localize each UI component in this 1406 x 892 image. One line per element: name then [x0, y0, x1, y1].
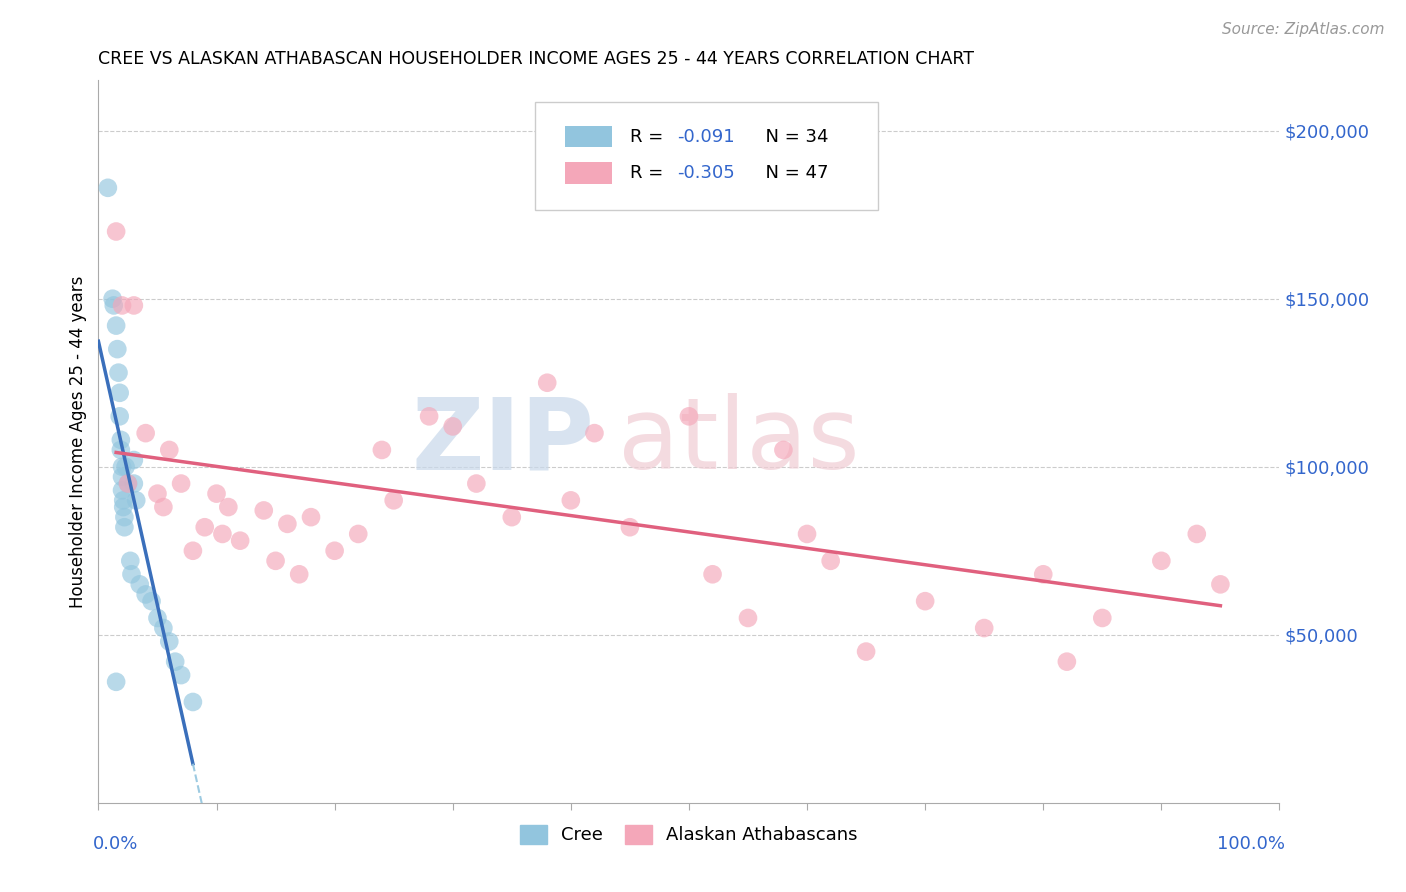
Point: [121, 567, 143, 582]
Point: [1185, 527, 1208, 541]
Point: [973, 621, 995, 635]
Point: [97, 181, 120, 195]
Point: [1150, 554, 1173, 568]
Point: [418, 409, 440, 424]
Point: [299, 510, 322, 524]
Point: [702, 567, 724, 582]
Point: [152, 500, 174, 514]
Text: N = 34: N = 34: [754, 128, 828, 145]
Point: [117, 476, 139, 491]
Point: [371, 442, 394, 457]
Point: [122, 476, 145, 491]
Point: [146, 611, 169, 625]
Point: [122, 453, 145, 467]
Point: [112, 520, 135, 534]
Point: [120, 554, 142, 568]
Point: [181, 695, 204, 709]
Point: [583, 426, 606, 441]
Point: [135, 587, 157, 601]
Point: [678, 409, 700, 424]
Point: [501, 510, 523, 524]
Point: [253, 503, 276, 517]
Point: [103, 298, 125, 312]
Text: -0.091: -0.091: [678, 128, 735, 145]
Text: -0.305: -0.305: [678, 164, 735, 182]
Point: [181, 543, 204, 558]
Point: [105, 674, 128, 689]
Point: [112, 510, 135, 524]
Point: [128, 577, 150, 591]
Point: [772, 442, 794, 457]
Point: [157, 442, 180, 457]
Point: [820, 554, 842, 568]
Point: [560, 493, 582, 508]
Point: [441, 419, 464, 434]
Point: [125, 493, 148, 508]
Point: [108, 409, 131, 424]
Point: [205, 486, 228, 500]
Point: [1032, 567, 1054, 582]
Point: [105, 225, 128, 239]
Point: [194, 520, 217, 534]
Point: [1091, 611, 1114, 625]
Point: [105, 318, 128, 333]
Point: [217, 500, 239, 514]
Point: [157, 634, 180, 648]
Text: ZIP: ZIP: [412, 393, 595, 490]
FancyBboxPatch shape: [565, 162, 612, 184]
Y-axis label: Householder Income Ages 25 - 44 years: Householder Income Ages 25 - 44 years: [69, 276, 87, 607]
Point: [1056, 655, 1078, 669]
Point: [347, 527, 370, 541]
Point: [1209, 577, 1232, 591]
Point: [111, 459, 134, 474]
Legend: Cree, Alaskan Athabascans: Cree, Alaskan Athabascans: [513, 818, 865, 852]
Point: [211, 527, 233, 541]
Point: [112, 500, 135, 514]
Point: [170, 668, 193, 682]
Point: [107, 366, 129, 380]
Point: [110, 442, 132, 457]
Point: [117, 476, 139, 491]
Point: [112, 493, 135, 508]
Point: [229, 533, 252, 548]
Point: [122, 298, 145, 312]
Point: [105, 342, 128, 356]
Text: Source: ZipAtlas.com: Source: ZipAtlas.com: [1222, 22, 1385, 37]
Point: [170, 476, 193, 491]
Point: [288, 567, 311, 582]
Point: [108, 385, 131, 400]
Point: [135, 426, 157, 441]
FancyBboxPatch shape: [536, 102, 877, 211]
Point: [165, 655, 187, 669]
Point: [111, 470, 134, 484]
Point: [141, 594, 163, 608]
Point: [382, 493, 405, 508]
Point: [111, 298, 134, 312]
Point: [264, 554, 287, 568]
FancyBboxPatch shape: [565, 126, 612, 147]
Text: 100.0%: 100.0%: [1218, 835, 1285, 854]
Text: R =: R =: [630, 128, 669, 145]
Point: [855, 644, 877, 658]
Point: [152, 621, 174, 635]
Text: CREE VS ALASKAN ATHABASCAN HOUSEHOLDER INCOME AGES 25 - 44 YEARS CORRELATION CHA: CREE VS ALASKAN ATHABASCAN HOUSEHOLDER I…: [98, 50, 974, 68]
Text: atlas: atlas: [619, 393, 859, 490]
Point: [737, 611, 759, 625]
Point: [110, 433, 132, 447]
Point: [323, 543, 346, 558]
Point: [146, 486, 169, 500]
Text: N = 47: N = 47: [754, 164, 828, 182]
Point: [619, 520, 641, 534]
Text: R =: R =: [630, 164, 669, 182]
Point: [276, 516, 298, 531]
Point: [465, 476, 488, 491]
Point: [114, 459, 136, 474]
Point: [536, 376, 558, 390]
Point: [914, 594, 936, 608]
Point: [101, 292, 124, 306]
Point: [796, 527, 818, 541]
Text: 0.0%: 0.0%: [93, 835, 138, 854]
Point: [111, 483, 134, 498]
